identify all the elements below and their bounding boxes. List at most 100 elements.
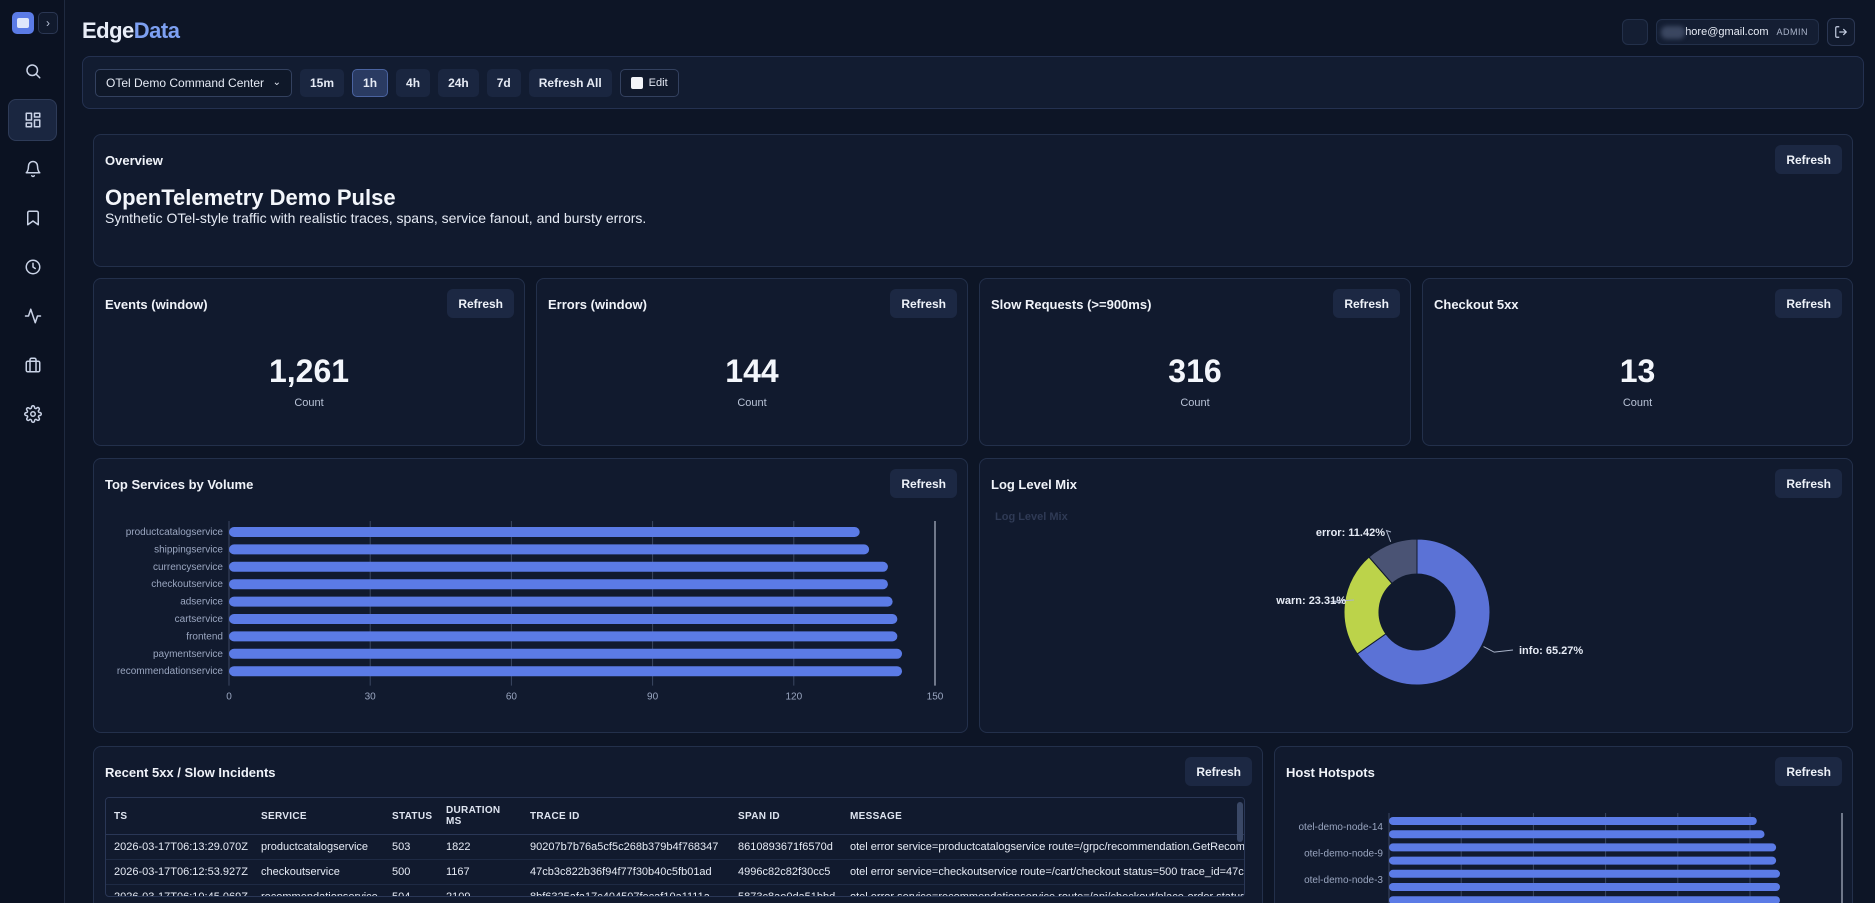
bar	[1389, 843, 1777, 852]
bar	[1389, 856, 1777, 865]
range-24h-button[interactable]: 24h	[438, 68, 479, 97]
range-15m-button[interactable]: 15m	[300, 68, 345, 97]
overview-refresh-button[interactable]: Refresh	[1775, 145, 1842, 174]
stat-refresh-button[interactable]: Refresh	[1775, 289, 1842, 318]
incidents-refresh-button[interactable]: Refresh	[1185, 757, 1252, 786]
y-tick-label: frontend	[186, 631, 223, 642]
stat-refresh-button[interactable]: Refresh	[1333, 289, 1400, 318]
table-cell: 500	[384, 859, 438, 885]
settings-nav-button[interactable]	[8, 393, 57, 435]
pie-leader-line	[1385, 529, 1392, 542]
pie-label: info: 65.27%	[1519, 645, 1583, 657]
pie-leader-line	[1330, 599, 1355, 604]
bar	[229, 666, 903, 677]
column-header[interactable]: TRACE ID	[522, 798, 730, 835]
x-tick-label: 90	[647, 692, 659, 703]
history-nav-button[interactable]	[8, 246, 57, 288]
table-scrollbar[interactable]	[1237, 802, 1243, 842]
search-nav-button[interactable]	[8, 50, 57, 92]
stat-refresh-button[interactable]: Refresh	[447, 289, 514, 318]
host-hotspots-refresh-button[interactable]: Refresh	[1775, 757, 1842, 786]
column-header[interactable]: TS	[106, 798, 253, 835]
bar	[229, 561, 888, 572]
log-level-chart: info: 65.27% warn: 23.31% error: 11.42%	[1275, 527, 1583, 686]
x-tick-label: 150	[927, 692, 944, 703]
column-header[interactable]: MESSAGE	[842, 798, 1244, 835]
table-cell: 8610893671f6570d	[730, 834, 842, 860]
table-cell: otel error service=recommendationservice…	[842, 884, 1244, 896]
table-cell: 2026-03-17T06:13:29.070Z	[106, 834, 253, 860]
brand-logo: EdgeData	[82, 18, 180, 44]
edit-checkbox[interactable]	[630, 76, 643, 89]
saved-nav-button[interactable]	[8, 197, 57, 239]
table-cell: 1822	[438, 834, 522, 860]
alerts-nav-button[interactable]	[8, 148, 57, 190]
stat-panel-errors: Errors (window) Refresh 144 Count	[536, 278, 968, 446]
dashboard-icon	[25, 112, 40, 128]
range-1h-button[interactable]: 1h	[352, 68, 389, 97]
top-services-refresh-button[interactable]: Refresh	[890, 469, 957, 498]
user-email: hore@gmail.com	[1685, 26, 1769, 38]
search-icon	[25, 64, 40, 79]
y-tick-label: adservice	[180, 597, 223, 608]
bell-icon	[25, 160, 40, 178]
log-level-refresh-button[interactable]: Refresh	[1775, 469, 1842, 498]
top-services-panel: Top Services by Volume Refresh 0 30 60 90 12…	[93, 458, 968, 733]
notifications-button[interactable]	[1622, 19, 1649, 45]
logout-button[interactable]	[1827, 18, 1855, 46]
expand-sidebar-button[interactable]: ›	[38, 12, 58, 34]
host-hotspots-chart: otel-demo-node-14 otel-demo-node-9 otel-de…	[1299, 813, 1843, 903]
range-7d-button[interactable]: 7d	[486, 68, 521, 97]
y-tick-label: productcatalogservice	[126, 527, 224, 538]
column-header[interactable]: STATUS	[384, 798, 438, 835]
app-logo-icon	[12, 12, 34, 34]
brand-part-1: Edge	[82, 18, 134, 43]
dashboard-select[interactable]: OTel Demo Command Center ⌄	[95, 68, 292, 97]
activity-nav-button[interactable]	[8, 295, 57, 337]
edit-toggle[interactable]: Edit	[619, 68, 679, 97]
log-level-chart-caption: Log Level Mix	[995, 511, 1068, 523]
chevron-down-icon: ⌄	[272, 77, 281, 88]
bar	[229, 544, 870, 555]
host-hotspots-panel: Host Hotspots Refresh otel-demo-node-14 o…	[1274, 746, 1853, 903]
column-header[interactable]: DURATION MS	[438, 798, 522, 835]
stat-unit: Count	[737, 397, 767, 409]
bar	[229, 648, 903, 659]
pie-leader-line	[1483, 646, 1514, 653]
range-4h-button[interactable]: 4h	[396, 68, 431, 97]
table-cell: 1167	[438, 859, 522, 885]
refresh-all-button[interactable]: Refresh All	[528, 68, 612, 97]
user-menu[interactable]: hore@gmail.com ADMIN	[1656, 19, 1819, 45]
dashboards-nav-button[interactable]	[8, 99, 57, 141]
stat-panel-events: Events (window) Refresh 1,261 Count	[93, 278, 525, 446]
overview-title: Overview	[105, 153, 163, 168]
y-tick-label: otel-demo-node-3	[1304, 875, 1383, 886]
briefcase-icon	[25, 357, 40, 373]
edit-label: Edit	[648, 76, 668, 89]
log-level-panel: Log Level Mix Refresh Log Level Mix info…	[979, 458, 1853, 733]
stat-title: Events (window)	[105, 297, 208, 312]
table-row[interactable]: 2026-03-17T06:13:29.070Z productcatalogs…	[106, 834, 1244, 860]
top-services-chart: 0 30 60 90 120 150 productcatalogservice shippi…	[117, 521, 944, 703]
y-tick-label: recommendationservice	[117, 666, 224, 677]
table-cell: otel error service=checkoutservice route…	[842, 859, 1244, 885]
bar	[229, 631, 898, 642]
table-row[interactable]: 2026-03-17T06:10:45.069Z recommendations…	[106, 884, 1244, 896]
bar	[1389, 869, 1780, 878]
bar	[229, 527, 860, 537]
user-role-badge: ADMIN	[1776, 27, 1808, 37]
stat-refresh-button[interactable]: Refresh	[890, 289, 957, 318]
column-header[interactable]: SPAN ID	[730, 798, 842, 835]
stat-unit: Count	[294, 397, 324, 409]
stat-value: 144	[725, 353, 779, 389]
table-row[interactable]: 2026-03-17T06:12:53.927Z checkoutservice…	[106, 859, 1244, 885]
integrations-nav-button[interactable]	[8, 344, 57, 386]
overview-heading: OpenTelemetry Demo Pulse	[105, 185, 396, 210]
table-cell: 503	[384, 834, 438, 860]
y-tick-label: otel-demo-node-14	[1299, 822, 1384, 833]
incidents-table: TS SERVICE STATUS DURATION MS TRACE ID S…	[106, 798, 1244, 896]
y-tick-label: checkoutservice	[151, 579, 223, 590]
column-header[interactable]: SERVICE	[253, 798, 384, 835]
stat-value: 316	[1168, 353, 1222, 389]
table-cell: 47cb3c822b36f94f77f30b40c5fb01ad	[522, 859, 730, 885]
